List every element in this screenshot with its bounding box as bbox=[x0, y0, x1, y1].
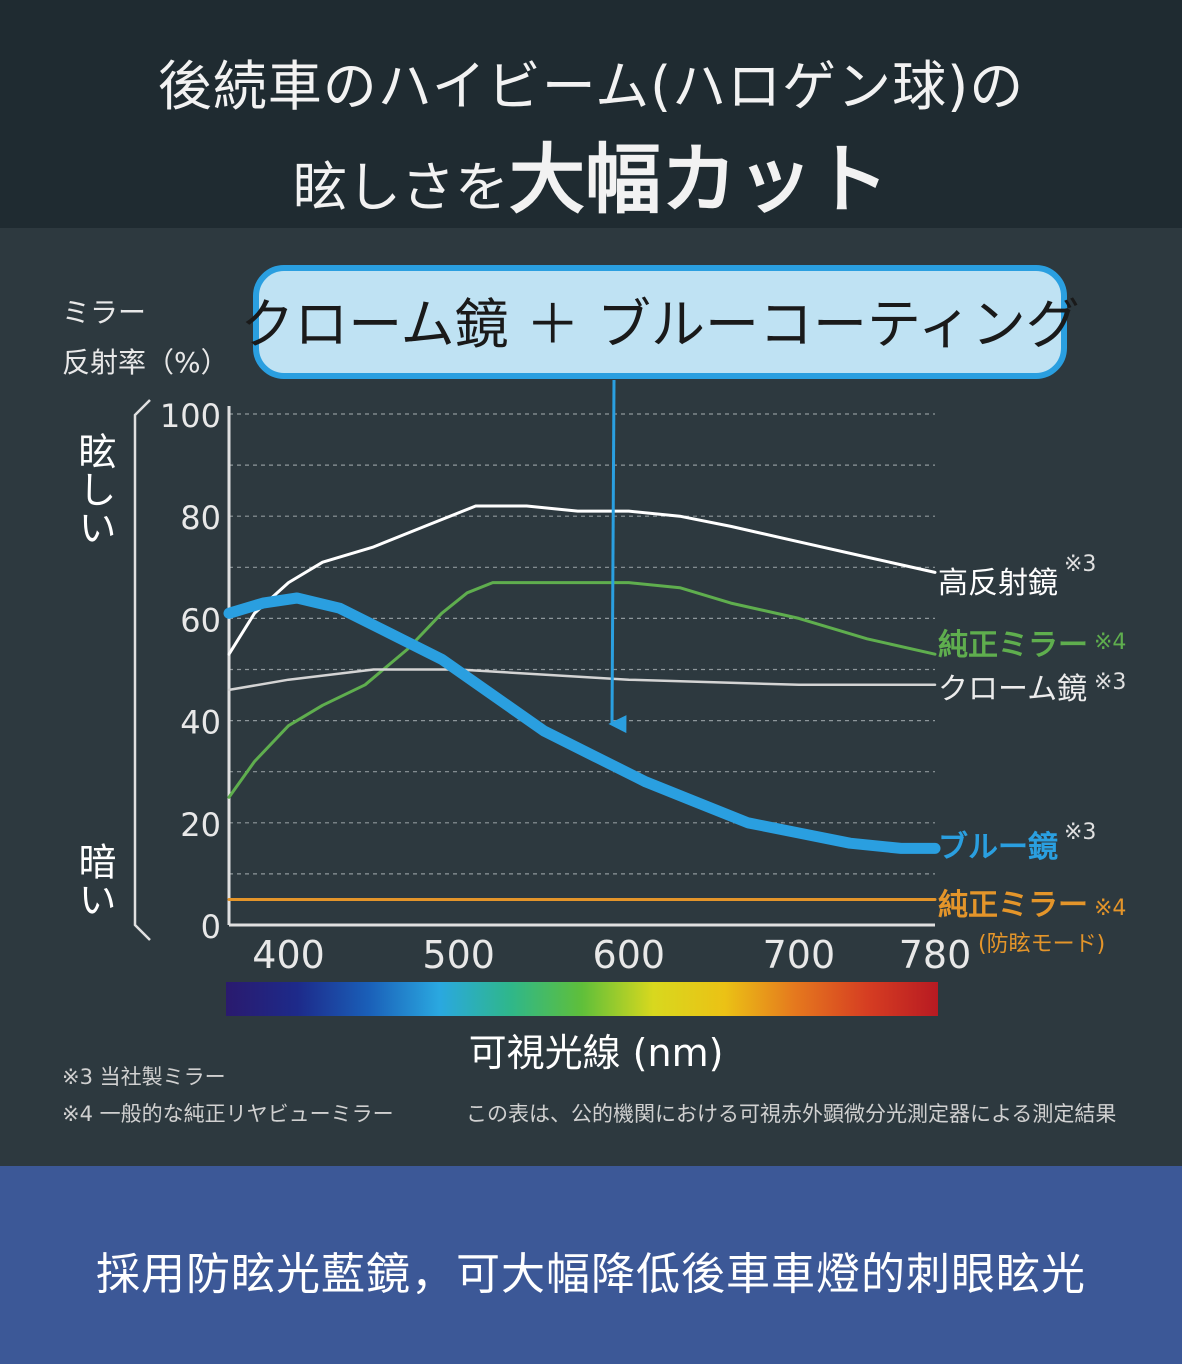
series-note: ※4 bbox=[1094, 630, 1126, 655]
series-label: ブルー鏡 bbox=[938, 830, 1058, 865]
x-tick-label: 700 bbox=[763, 933, 836, 977]
series-line bbox=[227, 581, 937, 799]
bright-label: 眩しい bbox=[72, 432, 116, 546]
title-line-2-emphasis: 大幅カット bbox=[509, 135, 889, 224]
y-tick-label: 80 bbox=[180, 499, 221, 537]
title-line-1: 後続車のハイビーム(ハロゲン球)の bbox=[157, 55, 1025, 118]
x-tick-label: 400 bbox=[252, 933, 325, 977]
series-label: 純正ミラー bbox=[938, 888, 1088, 923]
series-label: 高反射鏡 bbox=[938, 566, 1058, 601]
series-line bbox=[227, 668, 937, 692]
y-tick-label: 40 bbox=[180, 704, 221, 742]
footer-band bbox=[0, 1166, 1182, 1364]
axes: 0 20 40 60 80 100 400 500 600 700 780 bbox=[160, 397, 971, 977]
measurement-note: この表は、公的機関における可視赤外顕微分光測定器による測定結果 bbox=[466, 1102, 1116, 1126]
x-tick-label: 600 bbox=[593, 933, 666, 977]
series-sublabel: (防眩モード) bbox=[978, 932, 1105, 957]
grid-lines bbox=[229, 413, 935, 875]
callout-label: クローム鏡 ＋ ブルーコーティング bbox=[240, 293, 1079, 356]
series-note: ※3 bbox=[1094, 670, 1126, 695]
y-axis-label-line2: 反射率（%） bbox=[62, 346, 229, 379]
dark-label: 暗い bbox=[72, 842, 116, 918]
title-line-2: 眩しさを大幅カット bbox=[0, 118, 1182, 228]
x-tick-label: 780 bbox=[899, 933, 972, 977]
series-note: ※3 bbox=[1064, 552, 1096, 577]
y-tick-label: 100 bbox=[160, 397, 221, 435]
y-axis-label-line1: ミラー bbox=[62, 296, 146, 329]
spectrum-bar bbox=[226, 982, 938, 1016]
x-tick-label: 500 bbox=[422, 933, 495, 977]
series-line bbox=[223, 592, 941, 854]
y-tick-label: 60 bbox=[180, 601, 221, 639]
x-axis-label: 可視光線 (nm) bbox=[469, 1031, 724, 1075]
series-line bbox=[227, 504, 937, 656]
y-tick-label: 20 bbox=[180, 806, 221, 844]
callout-box bbox=[253, 265, 1067, 379]
callout-arrow bbox=[608, 379, 627, 734]
series-label: クローム鏡 bbox=[938, 672, 1087, 707]
series-lines bbox=[223, 504, 941, 901]
footnote-4: ※4 一般的な純正リヤビューミラー bbox=[62, 1102, 394, 1126]
series-note: ※4 bbox=[1094, 896, 1126, 921]
footnote-3: ※3 当社製ミラー bbox=[62, 1065, 226, 1089]
series-label: 純正ミラー bbox=[938, 628, 1088, 663]
series-note: ※3 bbox=[1064, 820, 1096, 845]
brightness-bracket bbox=[133, 399, 151, 941]
footer-caption: 採用防眩光藍鏡，可大幅降低後車車燈的刺眼眩光 bbox=[96, 1249, 1086, 1300]
title-line-2-prefix: 眩しさを bbox=[293, 156, 509, 219]
y-tick-label: 0 bbox=[201, 908, 221, 946]
header-band bbox=[0, 0, 1182, 228]
